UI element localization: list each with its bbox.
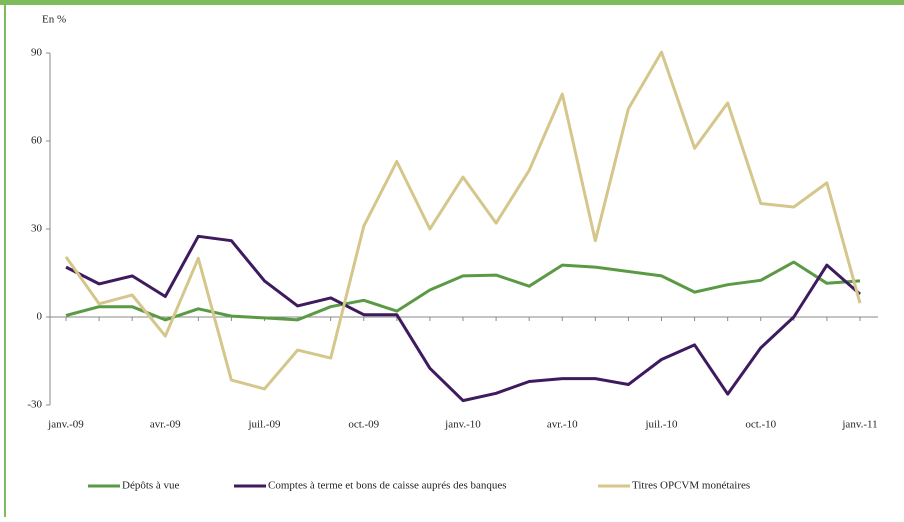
legend-label: Comptes à terme et bons de caisse auprés… [268,480,507,492]
x-tick-label: oct.-10 [745,419,776,431]
x-tick-label: avr.-10 [547,419,578,431]
y-axis-label: En % [42,14,66,26]
y-tick-label: 30 [31,223,43,235]
left-border [4,0,6,517]
series-line [64,50,862,391]
y-tick-label: -30 [27,399,42,411]
x-tick-label: janv.-09 [47,419,84,431]
y-tick-label: 0 [37,311,43,323]
series-line [65,260,861,322]
x-tick-label: janv.-10 [444,419,481,431]
x-tick-label: juil.-09 [247,419,281,431]
x-tick-label: avr.-09 [150,419,181,431]
legend-label: Titres OPCVM monétaires [632,480,750,492]
top-bar [0,0,904,5]
y-tick-label: 60 [31,135,43,147]
x-tick-label: janv.-11 [841,419,877,431]
series-line [65,234,861,403]
x-tick-label: juil.-10 [644,419,678,431]
legend-label: Dépôts à vue [122,480,180,492]
y-tick-label: 90 [31,47,43,59]
x-tick-label: oct.-09 [348,419,379,431]
